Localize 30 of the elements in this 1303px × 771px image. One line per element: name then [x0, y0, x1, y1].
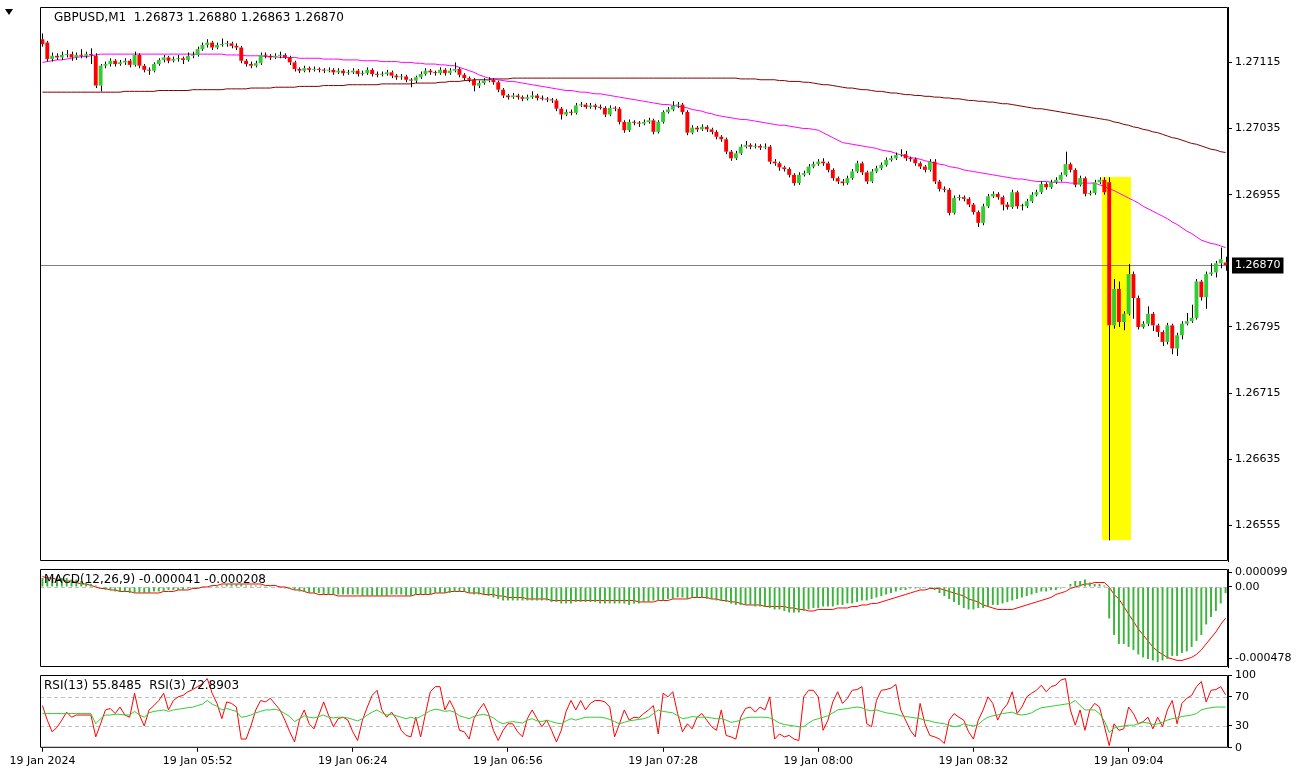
y-tick-label: 0.00	[1235, 579, 1260, 593]
y-tick-label: 1.27115	[1235, 55, 1281, 69]
y-tick-label: 1.26635	[1235, 452, 1281, 466]
x-tick-label: 19 Jan 06:24	[317, 754, 388, 768]
x-tick-label: 19 Jan 08:32	[938, 754, 1009, 768]
y-tick-label: 1.26555	[1235, 518, 1281, 532]
y-tick-label: 1.26795	[1235, 319, 1281, 333]
candlestick	[379, 71, 384, 77]
chart-title: MACD(12,26,9) -0.000041 -0.000208	[44, 572, 266, 587]
x-tick-label: 19 Jan 09:04	[1093, 754, 1164, 768]
y-tick-label: -0.000478	[1235, 651, 1292, 665]
y-tick-label: 70	[1235, 689, 1249, 703]
y-tick-label: 0	[1235, 740, 1242, 754]
candlestick	[292, 60, 297, 72]
candlestick	[312, 66, 316, 72]
ref-line-label: 1.26870	[1235, 258, 1281, 272]
y-tick-label: 1.26955	[1235, 187, 1281, 201]
y-tick-label: 30	[1235, 718, 1249, 732]
y-tick-label: 1.26715	[1235, 386, 1281, 400]
y-tick-label: 1.27035	[1235, 121, 1281, 135]
x-tick-label: 19 Jan 05:52	[162, 754, 233, 768]
x-tick-label: 19 Jan 2024	[9, 754, 76, 768]
candlestick	[418, 71, 423, 80]
x-tick-label: 19 Jan 06:56	[473, 754, 543, 768]
y-tick-label: 0.000099	[1235, 565, 1288, 579]
chart-title: GBPUSD,M1 1.26873 1.26880 1.26863 1.26870	[54, 10, 344, 25]
y-tick-label: 100	[1235, 667, 1256, 681]
candlestick	[156, 57, 161, 67]
x-tick-label: 19 Jan 07:28	[628, 754, 698, 768]
x-tick-label: 19 Jan 08:00	[783, 754, 854, 768]
